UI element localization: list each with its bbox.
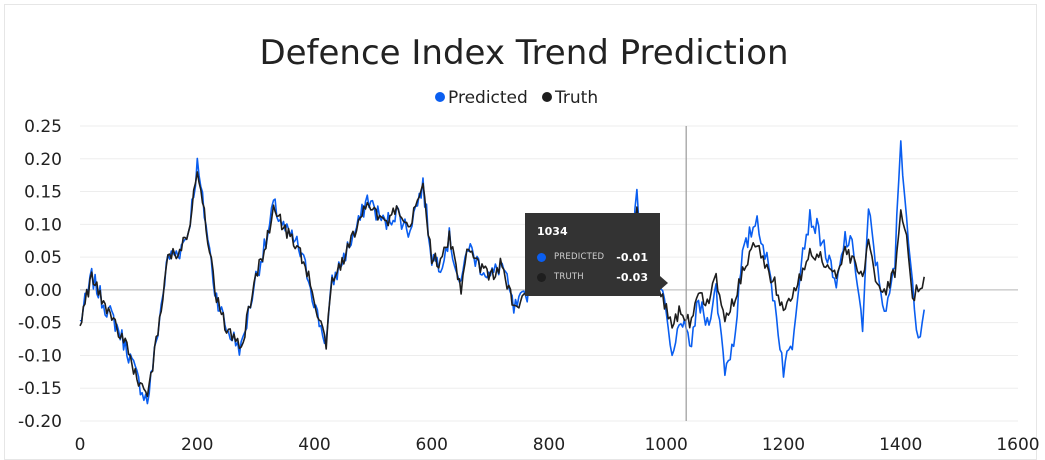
y-tick-label: 0.25: [24, 117, 62, 137]
x-tick-label: 0: [75, 435, 86, 455]
y-axis: 0.25 0.20 0.15 0.10 0.05 0.00 -0.05 -0.10 -0.15 -…: [18, 117, 62, 432]
tooltip-row-predicted: PREDICTED -0.01: [537, 247, 648, 267]
x-axis: 0 200 400 600 800 1000 1200 1400 1600: [75, 435, 1040, 455]
y-tick-label: 0.00: [24, 281, 62, 301]
x-tick-label: 1400: [879, 435, 922, 455]
legend-label-truth: Truth: [554, 88, 598, 108]
tooltip-value-predicted: -0.01: [616, 250, 648, 264]
y-tick-label: 0.10: [24, 215, 62, 235]
series-group: [79, 140, 925, 405]
x-tick-label: 1600: [996, 435, 1039, 455]
x-tick-label: 1000: [645, 435, 688, 455]
legend-label-predicted: Predicted: [448, 88, 528, 108]
y-tick-label: -0.05: [18, 314, 62, 334]
y-tick-label: 0.20: [24, 150, 62, 170]
tooltip-value-truth: -0.03: [616, 270, 648, 284]
chart-title: Defence Index Trend Prediction: [259, 33, 788, 73]
x-tick-label: 400: [298, 435, 330, 455]
tooltip: 1034 PREDICTED -0.01 TRUTH -0.03: [525, 213, 668, 296]
y-tick-label: 0.05: [24, 248, 62, 268]
series-line-predicted: [79, 140, 925, 405]
legend: Predicted Truth: [435, 88, 598, 108]
y-tick-label: -0.15: [18, 379, 62, 399]
y-tick-label: -0.20: [18, 412, 62, 432]
y-tick-label: -0.10: [18, 346, 62, 366]
tooltip-dot-truth: [537, 272, 546, 282]
tooltip-label-predicted: PREDICTED: [554, 252, 605, 262]
legend-marker-truth: [542, 92, 552, 102]
x-tick-label: 600: [416, 435, 448, 455]
x-tick-label: 200: [181, 435, 213, 455]
tooltip-row-truth: TRUTH -0.03: [537, 267, 648, 287]
series-line-truth: [79, 171, 925, 398]
legend-marker-predicted: [435, 92, 445, 102]
chart-card: [4, 4, 1037, 460]
legend-item-predicted[interactable]: Predicted: [435, 88, 528, 108]
x-tick-label: 800: [533, 435, 565, 455]
tooltip-title: 1034: [537, 225, 568, 238]
tooltip-label-truth: TRUTH: [554, 272, 584, 282]
tooltip-dot-predicted: [537, 252, 546, 262]
legend-item-truth[interactable]: Truth: [542, 88, 598, 108]
x-tick-label: 1200: [762, 435, 805, 455]
y-tick-label: 0.15: [24, 183, 62, 203]
